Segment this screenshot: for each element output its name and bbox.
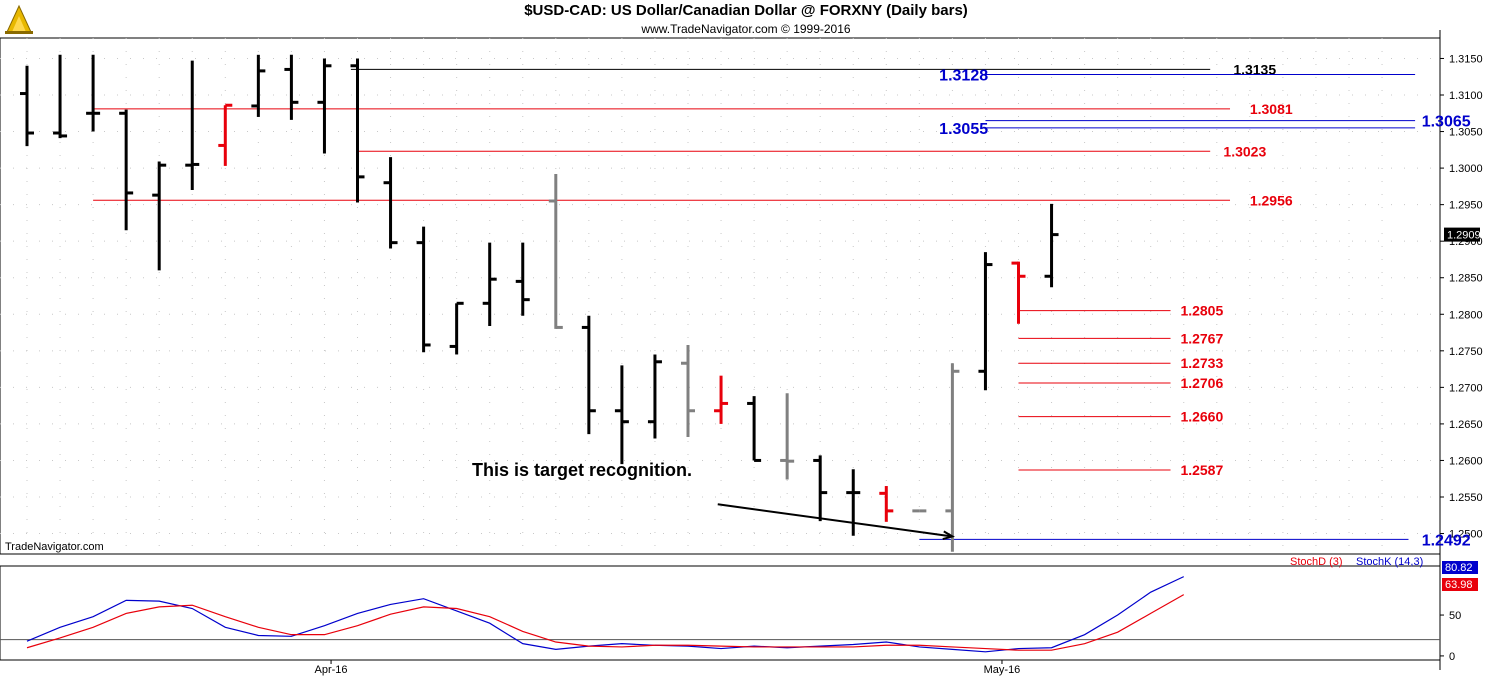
y-tick-label: 1.2800 <box>1449 309 1483 321</box>
x-tick-label: Apr-16 <box>315 664 348 676</box>
stochd-value-label: 63.98 <box>1445 579 1473 591</box>
y-tick-label: 1.3000 <box>1449 163 1483 175</box>
chart-title: $USD-CAD: US Dollar/Canadian Dollar @ FO… <box>524 2 968 19</box>
level-label: 1.2492 <box>1422 532 1471 549</box>
price-panel-frame <box>0 37 1441 555</box>
level-label: 1.2767 <box>1180 330 1223 346</box>
level-label: 1.3081 <box>1250 101 1293 117</box>
y-tick-label: 1.3050 <box>1449 127 1483 139</box>
y-tick-label: 1.2500 <box>1449 529 1483 541</box>
y-tick-label: 1.2600 <box>1449 455 1483 467</box>
level-label: 1.3023 <box>1223 143 1266 159</box>
y-tick-label: 1.2950 <box>1449 200 1483 212</box>
y-tick-label: 1.2650 <box>1449 419 1483 431</box>
stoch-y-tick-label: 50 <box>1449 610 1461 622</box>
y-tick-label: 1.2700 <box>1449 382 1483 394</box>
stoch-y-tick-label: 0 <box>1449 651 1455 663</box>
x-tick-label: May-16 <box>984 664 1021 676</box>
annotation-arrow-head <box>942 530 955 541</box>
legend-stochd: StochD (3) <box>1290 556 1343 568</box>
annotation-text: This is target recognition. <box>472 460 693 480</box>
stochd-value-tag <box>1442 578 1478 591</box>
level-label: 1.2587 <box>1180 462 1223 478</box>
y-tick-label: 1.3150 <box>1449 53 1483 65</box>
y-tick-label: 1.2750 <box>1449 346 1483 358</box>
current-price-label: 1.2909 <box>1447 230 1481 242</box>
level-label: 1.3135 <box>1233 61 1276 77</box>
stoch-series-line <box>26 594 1185 651</box>
annotation-arrow-line <box>717 503 953 538</box>
stochk-value-label: 80.82 <box>1445 562 1473 574</box>
level-label: 1.2706 <box>1180 375 1223 391</box>
level-label: 1.2733 <box>1180 355 1223 371</box>
chart-subtitle: www.TradeNavigator.com © 1999-2016 <box>641 22 851 36</box>
level-label: 1.2956 <box>1250 192 1293 208</box>
stochk-value-tag <box>1442 561 1478 574</box>
legend-stochk: StochK (14,3) <box>1356 556 1423 568</box>
level-label: 1.2805 <box>1180 303 1223 319</box>
level-label: 1.3128 <box>939 68 988 85</box>
stoch-series-line <box>26 576 1185 653</box>
level-label: 1.2660 <box>1180 409 1223 425</box>
y-tick-label: 1.2550 <box>1449 492 1483 504</box>
trade-navigator-logo-icon <box>2 2 36 36</box>
current-price-tag <box>1444 227 1480 242</box>
y-tick-label: 1.2850 <box>1449 273 1483 285</box>
y-tick-label: 1.3100 <box>1449 90 1483 102</box>
level-label: 1.3055 <box>939 121 988 138</box>
level-label: 1.3065 <box>1422 114 1471 131</box>
watermark-text: TradeNavigator.com <box>5 541 104 553</box>
